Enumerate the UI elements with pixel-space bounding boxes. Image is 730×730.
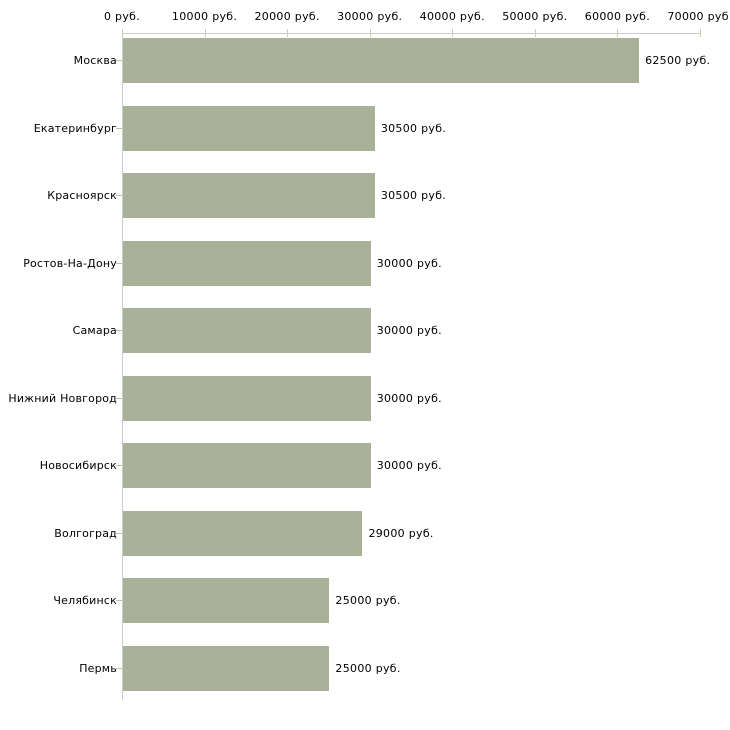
x-axis-tick-label: 50000 руб. [502,10,568,23]
x-axis-tick-label: 60000 руб. [584,10,651,23]
x-axis-tick [700,29,701,37]
value-label: 30500 руб. [380,189,447,202]
bar [123,240,371,286]
bar [123,375,371,421]
category-label: Волгоград [54,526,117,540]
category-label: Москва [73,54,117,67]
x-axis-tick [369,29,371,37]
category-label: Нижний Новгород [8,391,117,405]
bar [123,308,371,353]
category-tick [116,60,122,61]
value-label: 30000 руб. [376,391,442,405]
x-axis-tick [534,29,536,37]
y-axis-line [122,33,123,700]
value-label: 30000 руб. [376,256,442,270]
category-tick [116,262,122,264]
category-label: Новосибирск [39,459,117,472]
x-axis-tick-label: 70000 руб. [667,10,730,23]
category-label: Екатеринбург [33,121,117,135]
x-axis-tick-label: 40000 руб. [419,10,485,23]
category-label: Красноярск [47,189,117,202]
value-label: 29000 руб. [368,526,434,540]
category-label: Пермь [79,661,117,675]
value-label: 30000 руб. [376,324,442,337]
category-tick [116,600,122,601]
x-axis-tick-label: 10000 руб. [171,10,238,23]
x-axis-tick-label: 0 руб. [103,10,141,23]
bar [123,578,330,623]
x-axis-tick [617,29,619,37]
value-label: 25000 руб. [335,594,401,607]
category-tick [116,330,122,331]
category-tick [116,127,122,129]
bar [123,510,363,556]
value-label: 30500 руб. [380,121,447,135]
value-label: 62500 руб. [645,54,711,67]
x-axis-line [122,33,701,34]
category-label: Челябинск [53,594,117,607]
x-axis-tick-label: 30000 руб. [337,10,403,23]
value-label: 30000 руб. [376,459,442,472]
bar [123,38,640,83]
value-label: 25000 руб. [335,661,401,675]
category-tick [116,465,122,466]
bar [123,173,375,218]
category-tick [116,667,122,669]
x-axis-tick [122,29,123,37]
category-tick [116,532,122,534]
x-axis-tick-label: 20000 руб. [254,10,320,23]
bar [123,443,371,488]
category-label: Ростов-На-Дону [23,256,117,270]
x-axis-tick [204,29,206,37]
x-axis-tick [452,29,454,37]
category-label: Самара [72,324,117,337]
category-tick [116,397,122,399]
category-tick [116,195,122,196]
x-axis-tick [287,29,289,37]
bar [123,105,375,151]
bar [123,645,330,691]
